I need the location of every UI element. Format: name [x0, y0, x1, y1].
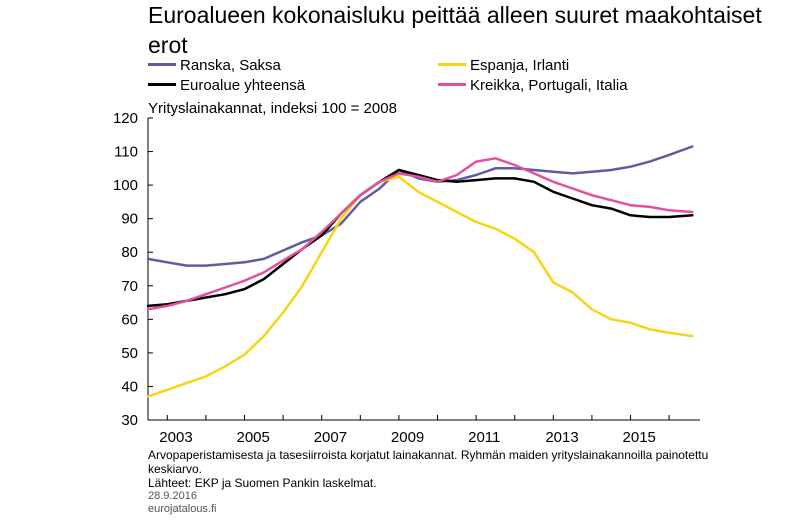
y-tick-label: 30: [121, 412, 138, 429]
series-line-espanja-irlanti: [146, 175, 694, 398]
x-tick-label: 2011: [468, 429, 500, 446]
legend-swatch: [438, 62, 466, 66]
y-tick-label: 60: [121, 311, 138, 328]
chart-legend: Ranska, Saksa Euroalue yhteensä Espanja,…: [148, 57, 748, 97]
y-tick-label: 120: [113, 110, 138, 127]
y-tick-label: 40: [121, 378, 138, 395]
footer-date: 28.9.2016: [148, 490, 197, 502]
legend-item-ranska-saksa: Ranska, Saksa: [148, 57, 281, 75]
y-tick-label: 100: [113, 177, 138, 194]
chart-footer: Arvopaperistamisesta ja tasesiirroista k…: [148, 448, 748, 516]
series-line-kreikka-portugali-italia: [146, 157, 694, 311]
footer-note: Arvopaperistamisesta ja tasesiirroista k…: [148, 448, 709, 476]
y-tick-label: 50: [121, 345, 138, 362]
series-line-ranska-saksa: [146, 145, 694, 267]
legend-label: Euroalue yhteensä: [180, 77, 306, 94]
x-tick-label: 2005: [237, 429, 270, 446]
legend-label: Kreikka, Portugali, Italia: [470, 77, 628, 94]
legend-label: Espanja, Irlanti: [470, 57, 570, 74]
legend-swatch: [148, 62, 176, 66]
y-tick-label: 110: [114, 144, 138, 161]
y-tick-label: 90: [121, 211, 138, 228]
series-line-euroalue-yhteensä: [146, 168, 694, 308]
legend-label: Ranska, Saksa: [180, 57, 281, 74]
legend-swatch: [438, 82, 466, 86]
x-tick-label: 2007: [314, 429, 347, 446]
legend-item-kreikka-portugali-italia: Kreikka, Portugali, Italia: [438, 77, 628, 95]
y-tick-label: 80: [121, 244, 138, 261]
chart-subtitle: Yrityslainakannat, indeksi 100 = 2008: [148, 100, 397, 117]
chart-title: Euroalueen kokonaisluku peittää alleen s…: [148, 2, 762, 58]
legend-item-espanja-irlanti: Espanja, Irlanti: [438, 57, 569, 75]
legend-item-euroalue: Euroalue yhteensä: [148, 77, 305, 95]
x-tick-label: 2013: [545, 429, 578, 446]
x-tick-label: 2009: [391, 429, 424, 446]
legend-swatch: [148, 82, 176, 86]
x-tick-label: 2003: [159, 429, 192, 446]
y-tick-label: 70: [121, 278, 138, 295]
footer-sources: Lähteet: EKP ja Suomen Pankin laskelmat.: [148, 476, 377, 490]
x-tick-label: 2015: [623, 429, 656, 446]
footer-site: eurojatalous.fi: [148, 503, 217, 515]
